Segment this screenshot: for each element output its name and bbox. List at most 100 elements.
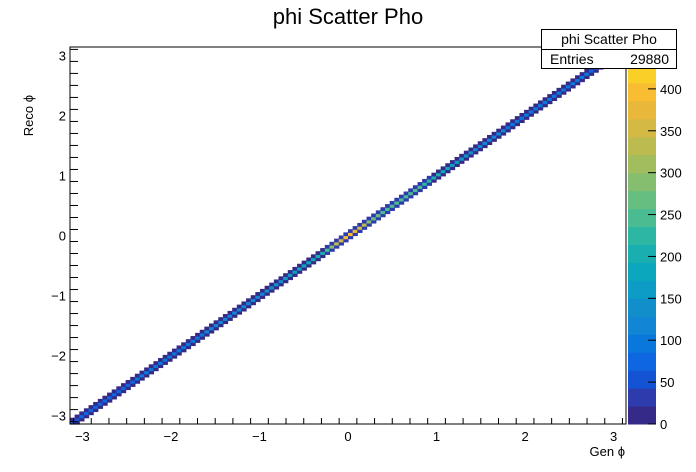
- heatmap-cell: [250, 298, 256, 303]
- heatmap-cell: [255, 295, 261, 299]
- heatmap-cell: [361, 226, 368, 230]
- heatmap-cell: [579, 72, 585, 76]
- heatmap-cell: [537, 103, 544, 108]
- color-scale-segment: [628, 100, 656, 120]
- heatmap-cell: [482, 138, 488, 142]
- heatmap-cell: [366, 219, 372, 224]
- color-scale-label: 100: [660, 333, 682, 348]
- color-scale-segment: [628, 136, 656, 156]
- heatmap-cell: [361, 222, 368, 227]
- heatmap-cell: [338, 238, 344, 243]
- heatmap-cell: [158, 361, 164, 365]
- heatmap-cell: [107, 392, 113, 397]
- heatmap-cell: [310, 260, 317, 265]
- heatmap-cell: [473, 147, 479, 152]
- heatmap-cell: [273, 285, 280, 290]
- heatmap-cell: [343, 235, 349, 240]
- heatmap-cell: [264, 292, 270, 296]
- heatmap-cell: [190, 336, 196, 340]
- heatmap-cell: [357, 226, 363, 230]
- heatmap-cell: [556, 87, 562, 92]
- heatmap-cell: [176, 351, 182, 356]
- heatmap-cell: [570, 81, 576, 86]
- heatmap-cell: [449, 163, 456, 167]
- heatmap-cell: [213, 320, 219, 325]
- color-scale-segment: [628, 82, 656, 102]
- heatmap-cell: [389, 200, 395, 205]
- color-scale-segment: [628, 118, 656, 138]
- heatmap-cell: [167, 351, 173, 356]
- heatmap-cell: [403, 194, 409, 199]
- heatmap-cell: [519, 119, 525, 123]
- heatmap-cell: [417, 182, 423, 186]
- heatmap-cell: [70, 420, 76, 425]
- heatmap-cell: [463, 156, 470, 161]
- heatmap-cell: [273, 279, 280, 284]
- heatmap-cell: [417, 185, 423, 189]
- heatmap-cell: [338, 235, 344, 240]
- heatmap-cell: [561, 87, 567, 92]
- color-scale-segment: [628, 262, 656, 281]
- heatmap-cell: [278, 276, 284, 281]
- color-scale-segment: [628, 172, 656, 192]
- heatmap-cell: [111, 389, 117, 394]
- heatmap-cell: [102, 395, 108, 400]
- heatmap-cell: [97, 405, 104, 409]
- y-tick-label: 0: [59, 229, 66, 244]
- heatmap-cell: [398, 200, 405, 205]
- heatmap-cell: [440, 172, 446, 177]
- heatmap-cell: [329, 244, 335, 249]
- heatmap-cell: [348, 232, 354, 237]
- color-scale-label: 150: [660, 291, 682, 306]
- heatmap-cell: [575, 81, 581, 86]
- color-scale-segment: [628, 334, 656, 353]
- heatmap-cell: [422, 185, 428, 189]
- heatmap-cell: [505, 125, 511, 130]
- heatmap-cell: [348, 229, 354, 233]
- heatmap-cell: [398, 197, 405, 202]
- y-axis: −3 −2 −1 0 1 2 3: [51, 48, 78, 424]
- heatmap-cell: [542, 97, 548, 102]
- heatmap-cell: [120, 386, 127, 391]
- heatmap-cell: [334, 241, 340, 246]
- heatmap-cell: [412, 191, 419, 196]
- color-scale-segment: [628, 154, 656, 174]
- color-scale: 0501001502002503003504000: [628, 47, 682, 432]
- stats-title: phi Scatter Pho: [542, 30, 676, 50]
- heatmap-cell: [144, 370, 150, 375]
- heatmap-cell: [181, 348, 187, 353]
- heatmap-cell: [185, 345, 192, 350]
- heatmap-cell: [83, 411, 90, 416]
- heatmap-cell: [199, 336, 205, 340]
- heatmap-cell: [227, 314, 233, 318]
- heatmap-cell: [227, 317, 233, 321]
- heatmap-cell: [301, 263, 307, 268]
- heatmap-cell: [310, 254, 317, 259]
- heatmap-cell: [357, 222, 363, 227]
- heatmap-cell: [324, 244, 331, 249]
- heatmap-cell: [204, 329, 210, 334]
- color-scale-segment: [628, 352, 656, 371]
- heatmap-cell: [320, 248, 326, 252]
- heatmap-cell: [185, 342, 192, 347]
- heatmap-cell: [394, 200, 400, 205]
- heatmap-cell: [375, 210, 382, 215]
- heatmap-cell: [232, 307, 238, 312]
- heatmap-cell: [588, 68, 595, 73]
- heatmap-cell: [148, 364, 154, 369]
- heatmap-cell: [385, 204, 391, 208]
- heatmap-cell: [324, 248, 331, 252]
- heatmap-cell: [343, 238, 349, 243]
- heatmap-cell: [74, 420, 80, 425]
- heatmap-cell: [584, 75, 590, 80]
- heatmap-cell: [120, 383, 127, 387]
- heatmap-cell: [403, 197, 409, 202]
- color-scale-label: 50: [660, 375, 674, 390]
- heatmap-cell: [79, 411, 85, 416]
- heatmap-cell: [181, 342, 187, 347]
- heatmap-cell: [385, 210, 391, 215]
- heatmap-cell: [176, 345, 182, 350]
- heatmap-cell: [181, 345, 187, 350]
- heatmap-cell: [241, 301, 247, 306]
- heatmap-cell: [148, 367, 154, 372]
